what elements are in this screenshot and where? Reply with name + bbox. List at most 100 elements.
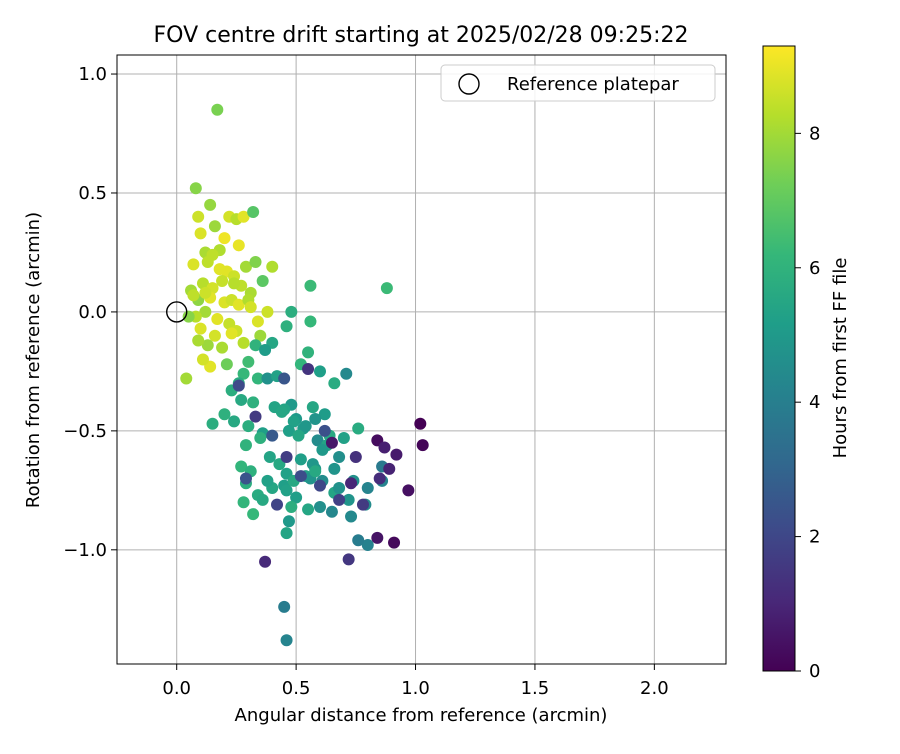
data-point xyxy=(213,263,226,276)
data-point xyxy=(242,355,255,368)
data-point xyxy=(244,301,257,314)
data-point xyxy=(285,500,298,513)
data-point xyxy=(356,498,369,511)
data-point xyxy=(220,358,233,371)
x-tick-label: 1.5 xyxy=(521,678,550,699)
legend-box xyxy=(440,64,716,102)
legend: Reference platepar xyxy=(440,64,716,102)
data-point xyxy=(290,491,303,504)
data-point xyxy=(254,329,267,342)
data-point xyxy=(275,405,288,418)
colorbar-gradient xyxy=(762,45,796,672)
data-point xyxy=(237,210,250,223)
data-point xyxy=(383,462,396,475)
data-point xyxy=(278,600,291,613)
data-point xyxy=(232,239,245,252)
data-point xyxy=(239,260,252,273)
data-point xyxy=(371,531,384,544)
y-tick-label: 0.5 xyxy=(78,183,107,204)
data-point xyxy=(337,432,350,445)
data-point xyxy=(247,508,260,521)
data-point xyxy=(361,481,374,494)
x-axis-label: Angular distance from reference (arcmin) xyxy=(235,705,608,726)
data-point xyxy=(333,451,346,464)
data-point xyxy=(280,484,293,497)
data-point xyxy=(380,282,393,295)
data-point xyxy=(304,315,317,328)
data-point xyxy=(261,474,274,487)
data-point xyxy=(342,553,355,566)
y-axis-label: Rotation from reference (arcmin) xyxy=(23,212,44,508)
data-point xyxy=(282,515,295,528)
data-point xyxy=(278,372,291,385)
data-point xyxy=(208,220,221,233)
data-point xyxy=(314,479,326,492)
data-point xyxy=(194,227,207,240)
x-tick-label: 0.5 xyxy=(282,678,311,699)
data-point xyxy=(302,346,315,359)
data-point xyxy=(251,372,264,385)
data-point xyxy=(373,472,386,485)
data-point xyxy=(256,493,269,506)
data-points xyxy=(166,103,429,647)
data-point xyxy=(287,415,300,428)
data-point xyxy=(196,277,209,290)
data-point xyxy=(292,429,305,442)
data-point xyxy=(280,451,293,464)
legend-reference-marker xyxy=(458,73,480,95)
data-point xyxy=(294,470,307,483)
data-point xyxy=(309,412,322,425)
data-point xyxy=(254,432,267,445)
data-point xyxy=(194,322,207,335)
data-point xyxy=(206,417,219,430)
colorbar-tick-label: 8 xyxy=(809,123,820,144)
data-point xyxy=(306,401,319,414)
data-point xyxy=(378,441,391,454)
data-point xyxy=(352,422,365,435)
data-point xyxy=(232,379,245,392)
data-point xyxy=(235,393,248,406)
colorbar-tick-label: 0 xyxy=(809,661,820,682)
data-point xyxy=(314,365,326,378)
data-point xyxy=(266,429,279,442)
data-point xyxy=(201,339,214,352)
data-point xyxy=(352,534,365,547)
data-point xyxy=(182,310,195,323)
data-point xyxy=(280,634,293,647)
data-point xyxy=(216,341,229,354)
colorbar-tick-label: 2 xyxy=(809,527,820,548)
data-point xyxy=(216,274,229,287)
data-point xyxy=(256,274,269,287)
data-point xyxy=(211,313,224,326)
data-point xyxy=(390,448,403,461)
data-point xyxy=(340,367,353,380)
data-point xyxy=(211,103,224,116)
data-point xyxy=(218,232,231,245)
data-point xyxy=(259,343,272,356)
data-point xyxy=(309,465,322,478)
y-tick-label: −1.0 xyxy=(63,540,107,561)
reference-marker xyxy=(166,301,188,323)
data-point xyxy=(249,255,262,268)
data-point xyxy=(199,305,212,318)
data-point xyxy=(237,336,250,349)
data-point xyxy=(239,439,252,452)
colorbar-tick-label: 4 xyxy=(809,392,820,413)
data-point xyxy=(187,289,200,302)
data-point xyxy=(416,439,429,452)
data-point xyxy=(187,258,200,271)
data-point xyxy=(318,424,331,437)
data-point xyxy=(180,372,193,385)
data-point xyxy=(318,408,331,421)
data-point xyxy=(325,505,338,518)
data-point xyxy=(261,305,274,318)
data-point xyxy=(237,367,250,380)
data-point xyxy=(311,434,324,447)
legend-label-reference: Reference platepar xyxy=(507,74,679,95)
data-point xyxy=(280,527,293,540)
colorbar-ticks: 0 2 4 6 8 xyxy=(795,123,820,682)
data-point xyxy=(325,436,338,449)
data-point xyxy=(402,484,415,497)
